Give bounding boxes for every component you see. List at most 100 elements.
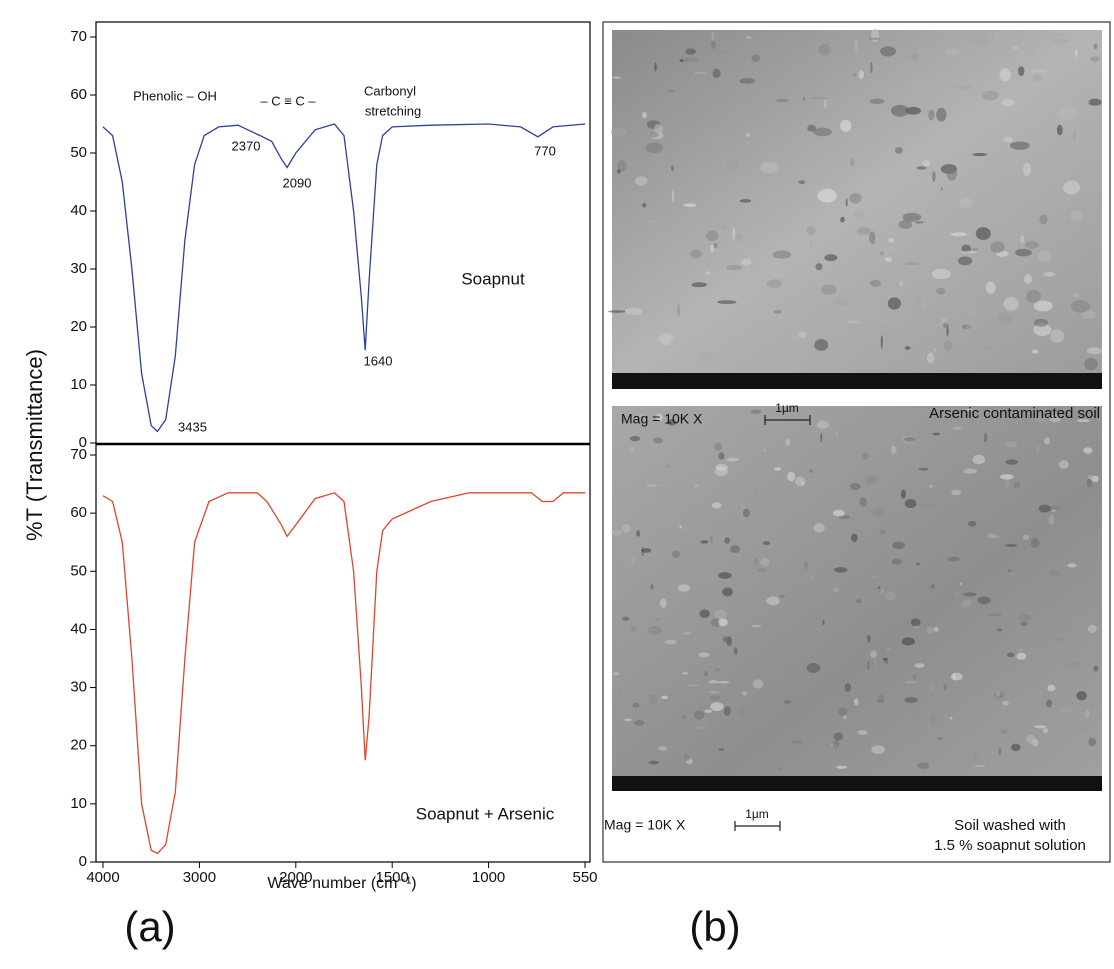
texture (611, 530, 622, 536)
texture (895, 147, 903, 154)
texture (757, 568, 767, 572)
texture (1088, 99, 1102, 106)
texture (713, 68, 721, 78)
texture (841, 688, 843, 691)
texture (849, 193, 861, 204)
texture (960, 198, 974, 208)
texture (642, 203, 646, 208)
annotation: 1640 (364, 353, 393, 368)
texture (671, 165, 674, 170)
y-tick-label: 20 (70, 737, 87, 754)
texture (774, 310, 782, 314)
texture (1059, 707, 1072, 712)
texture (613, 672, 620, 675)
texture (809, 469, 813, 473)
texture (632, 703, 639, 708)
image-caption: Soil washed with (954, 817, 1066, 834)
texture (846, 198, 848, 207)
texture (661, 333, 672, 345)
texture (911, 79, 930, 93)
texture (1039, 505, 1052, 513)
texture (717, 681, 729, 684)
texture (870, 576, 879, 578)
texture (872, 509, 884, 517)
texture (960, 603, 972, 608)
texture (954, 590, 959, 597)
texture (901, 409, 905, 418)
texture (709, 680, 719, 684)
texture (885, 257, 892, 262)
texture (1073, 497, 1080, 500)
texture (941, 187, 943, 190)
texture (905, 681, 917, 684)
texture (1020, 236, 1024, 244)
texture (929, 485, 933, 488)
texture (1015, 249, 1032, 257)
texture (1054, 638, 1066, 641)
texture (760, 162, 778, 174)
texture (1071, 300, 1090, 313)
texture (869, 231, 875, 244)
texture (741, 523, 747, 530)
texture (948, 557, 960, 562)
texture (1038, 250, 1052, 262)
texture (636, 530, 640, 537)
texture (743, 509, 750, 518)
texture (708, 691, 720, 694)
sem-info-bar (612, 373, 1102, 389)
texture (945, 48, 959, 56)
texture (884, 591, 896, 600)
texture (998, 313, 1012, 324)
texture (1067, 563, 1076, 567)
texture (888, 238, 894, 243)
texture (881, 335, 883, 348)
texture (912, 713, 925, 718)
texture (715, 464, 727, 471)
y-tick-label: 30 (70, 679, 87, 696)
texture (1049, 570, 1060, 576)
texture (901, 489, 906, 498)
texture (646, 220, 665, 222)
sem-image (612, 406, 1102, 778)
texture (658, 746, 667, 751)
texture (918, 468, 928, 471)
texture (1037, 445, 1039, 454)
texture (646, 484, 659, 487)
texture (917, 166, 927, 169)
series-label: Soapnut + Arsenic (416, 804, 555, 823)
texture (696, 726, 707, 730)
texture (715, 668, 721, 671)
annotation: – C ≡ C – (260, 93, 316, 108)
texture (722, 636, 731, 642)
texture (779, 317, 781, 319)
texture (660, 598, 667, 608)
texture (694, 710, 705, 719)
texture (746, 36, 752, 39)
panel-label: (a) (124, 903, 175, 950)
texture (625, 308, 643, 315)
texture (813, 128, 832, 137)
texture (877, 588, 884, 594)
texture (804, 560, 808, 569)
annotation: 2370 (232, 138, 261, 153)
texture (1074, 293, 1080, 298)
texture (936, 108, 946, 122)
texture (1088, 625, 1097, 633)
texture (714, 243, 718, 248)
texture (1020, 649, 1022, 652)
texture (1018, 614, 1031, 621)
spectrum-line (103, 493, 585, 854)
texture (682, 672, 688, 674)
texture (711, 41, 716, 49)
texture (818, 44, 830, 55)
texture (989, 614, 1003, 617)
texture (833, 588, 839, 593)
texture (742, 691, 747, 696)
texture (734, 647, 738, 655)
texture (721, 225, 728, 230)
texture (742, 259, 752, 266)
texture (672, 550, 680, 558)
texture (814, 523, 825, 533)
texture (1005, 544, 1017, 547)
texture (751, 55, 760, 62)
